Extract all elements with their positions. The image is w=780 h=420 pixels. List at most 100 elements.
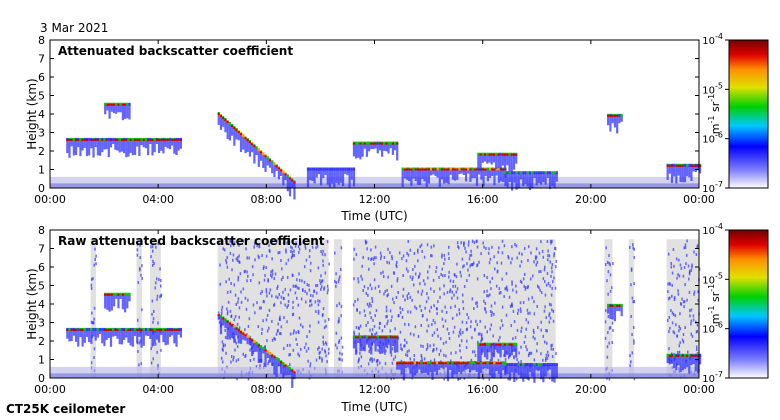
backscatter-diffuse — [442, 363, 445, 370]
noise-column — [217, 239, 330, 381]
backscatter-diffuse — [275, 166, 278, 171]
colorbar-tick-label: 10-7 — [702, 370, 723, 385]
backscatter-diffuse — [121, 294, 124, 310]
noise-speck — [400, 343, 402, 347]
backscatter-diffuse — [164, 139, 167, 147]
backscatter-diffuse — [309, 169, 312, 181]
backscatter-diffuse — [104, 104, 107, 115]
noise-speck — [396, 260, 398, 264]
noise-speck — [247, 298, 249, 302]
noise-speck — [276, 284, 279, 288]
noise-speck — [140, 239, 142, 243]
backscatter-diffuse — [173, 139, 176, 154]
noise-speck — [155, 281, 157, 285]
backscatter-diffuse — [486, 169, 490, 182]
noise-speck — [322, 340, 324, 344]
backscatter-core — [346, 167, 349, 171]
noise-speck — [271, 269, 274, 273]
noise-speck — [339, 357, 341, 361]
noise-speck — [271, 294, 273, 298]
noise-speck — [366, 247, 368, 251]
noise-speck — [515, 284, 517, 288]
feature-cloud-base — [401, 167, 507, 187]
noise-speck — [632, 326, 635, 330]
noise-speck — [323, 287, 325, 291]
backscatter-peak — [492, 153, 496, 156]
noise-speck — [491, 311, 493, 315]
noise-speck — [456, 262, 458, 266]
backscatter-diffuse — [408, 169, 411, 181]
backscatter-diffuse — [473, 169, 476, 179]
noise-speck — [443, 353, 445, 357]
backscatter-diffuse — [271, 355, 274, 367]
backscatter-peak — [370, 336, 373, 339]
backscatter-diffuse — [328, 169, 331, 188]
backscatter-peak — [110, 103, 113, 106]
backscatter-diffuse — [495, 344, 498, 350]
noise-speck — [232, 243, 235, 247]
noise-speck — [341, 358, 343, 362]
backscatter-diffuse — [488, 344, 491, 353]
backscatter-core — [257, 148, 260, 152]
backscatter-diffuse — [149, 139, 152, 145]
noise-column — [333, 239, 344, 378]
backscatter-core — [515, 342, 518, 346]
noise-speck — [90, 286, 93, 290]
noise-speck — [353, 257, 355, 261]
backscatter-peak — [696, 354, 700, 357]
noise-speck — [504, 357, 507, 361]
noise-speck — [299, 347, 302, 351]
noise-speck — [392, 297, 394, 301]
backscatter-peak — [109, 328, 113, 331]
backscatter-peak — [103, 328, 106, 331]
noise-speck — [525, 286, 527, 290]
noise-speck — [353, 332, 355, 336]
backscatter-diffuse — [123, 104, 127, 119]
noise-speck — [552, 347, 555, 351]
noise-speck — [465, 250, 467, 254]
backscatter-core — [352, 167, 356, 171]
noise-speck — [538, 270, 540, 274]
backscatter-core — [112, 327, 115, 331]
noise-speck — [290, 249, 292, 253]
noise-speck — [238, 315, 241, 319]
noise-speck — [482, 241, 484, 245]
noise-speck — [94, 247, 96, 251]
noise-speck — [297, 352, 299, 356]
backscatter-diffuse — [266, 352, 269, 359]
noise-speck — [249, 358, 252, 362]
backscatter-peak — [123, 328, 126, 331]
noise-speck — [324, 253, 326, 257]
noise-speck — [693, 292, 695, 296]
noise-speck — [606, 279, 608, 283]
backscatter-diffuse — [499, 363, 503, 378]
backscatter-peak — [357, 336, 360, 339]
noise-speck — [424, 306, 426, 310]
noise-speck — [427, 276, 429, 280]
noise-speck — [222, 343, 225, 347]
backscatter-core — [524, 363, 527, 367]
noise-speck — [389, 329, 392, 333]
noise-speck — [269, 288, 272, 292]
backscatter-diffuse — [690, 355, 693, 366]
backscatter-peak — [108, 103, 111, 106]
noise-speck — [366, 302, 369, 306]
backscatter-diffuse — [108, 294, 111, 312]
noise-speck — [452, 330, 455, 334]
backscatter-peak — [404, 362, 408, 365]
noise-speck — [630, 283, 632, 287]
noise-speck — [678, 344, 681, 348]
y-tick-label: 5 — [38, 90, 45, 103]
backscatter-core — [133, 327, 137, 331]
backscatter-peak — [380, 142, 384, 145]
noise-speck — [411, 277, 414, 281]
noise-speck — [359, 324, 362, 328]
backscatter-core — [273, 162, 276, 166]
noise-speck — [324, 271, 327, 275]
backscatter-peak — [438, 362, 441, 365]
backscatter-peak — [510, 343, 513, 346]
backscatter-core — [551, 363, 554, 367]
colorbar: 10-710-610-510-4m-1 sr-1 — [702, 32, 769, 195]
noise-speck — [240, 290, 242, 294]
noise-speck — [461, 320, 464, 324]
